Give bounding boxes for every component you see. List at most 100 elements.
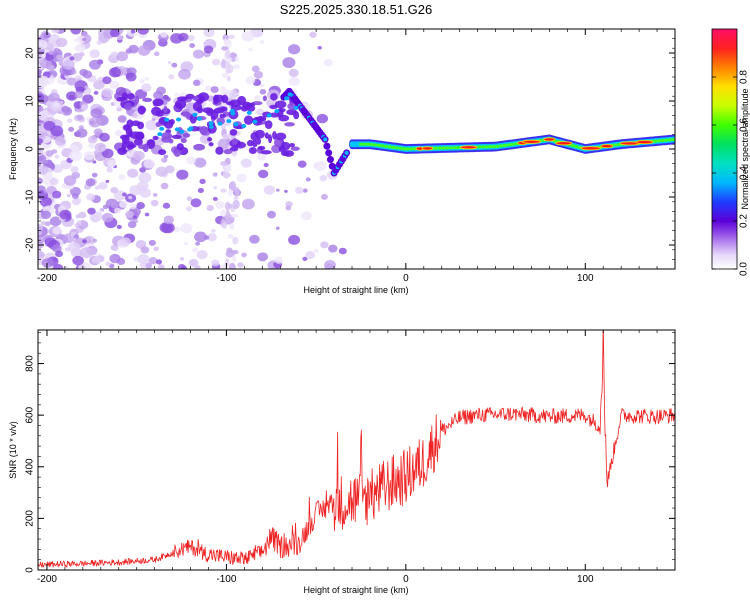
- noise-blob: [85, 178, 96, 187]
- noise-blob: [195, 241, 201, 246]
- noise-blob: [139, 262, 147, 269]
- noise-blob: [120, 237, 131, 247]
- y-tick-label: 400: [25, 458, 36, 475]
- noise-blob: [58, 100, 64, 105]
- noise-blob: [297, 160, 307, 168]
- noise-blob: [220, 161, 228, 166]
- signal-blob: [137, 105, 146, 115]
- noise-blob: [98, 209, 103, 214]
- signal-blob: [234, 141, 246, 149]
- signal-blob: [274, 100, 287, 109]
- signal-blob: [161, 132, 173, 140]
- noise-blob: [102, 204, 109, 210]
- ridge-peak: [481, 145, 486, 149]
- noise-blob: [72, 197, 81, 206]
- noise-blob: [91, 172, 98, 178]
- ridge-peak: [452, 146, 457, 150]
- noise-blob: [38, 77, 47, 89]
- signal-blob: [223, 148, 233, 155]
- noise-blob: [110, 186, 119, 194]
- signal-blob: [215, 146, 224, 155]
- spectrogram-blobs: [38, 29, 347, 269]
- ridge-peak: [391, 145, 396, 149]
- noise-blob: [187, 35, 195, 41]
- ridge-branch-core: [344, 150, 349, 155]
- noise-blob: [87, 207, 96, 215]
- signal-spot: [230, 111, 236, 116]
- noise-blob: [222, 133, 231, 140]
- noise-blob: [61, 105, 70, 113]
- noise-blob: [199, 134, 212, 144]
- noise-blob: [155, 259, 163, 265]
- noise-blob: [93, 79, 105, 90]
- noise-blob: [116, 106, 122, 112]
- noise-blob: [144, 76, 149, 81]
- noise-blob: [55, 37, 68, 48]
- noise-blob: [119, 200, 128, 208]
- noise-blob: [229, 89, 238, 100]
- ridge-peak: [366, 142, 371, 146]
- signal-blob: [137, 144, 150, 150]
- signal-blob: [152, 98, 164, 107]
- signal-blob: [123, 102, 133, 111]
- noise-blob: [225, 210, 231, 220]
- noise-blob: [236, 173, 247, 183]
- ridge-peak: [574, 145, 579, 149]
- noise-blob: [43, 189, 48, 193]
- signal-blob: [168, 138, 174, 144]
- ridge-peak: [358, 142, 363, 146]
- noise-blob: [80, 104, 89, 111]
- signal-blob: [202, 107, 214, 114]
- noise-blob: [300, 211, 312, 221]
- noise-blob: [117, 115, 127, 123]
- noise-blob: [105, 261, 111, 267]
- noise-blob: [125, 72, 137, 82]
- noise-blob: [51, 29, 60, 34]
- snr-y-label: SNR (10 * v/v): [8, 421, 18, 479]
- noise-blob: [294, 186, 304, 194]
- noise-blob: [320, 241, 329, 249]
- noise-blob: [41, 258, 54, 268]
- noise-blob: [75, 43, 86, 53]
- ridge-hotspot: [635, 140, 654, 145]
- noise-blob: [210, 86, 219, 93]
- noise-blob: [69, 150, 83, 161]
- signal-blob: [180, 138, 187, 144]
- colorbar-gradient: [711, 28, 738, 270]
- noise-blob: [282, 57, 296, 69]
- noise-blob: [52, 101, 60, 108]
- ridge-branch: [323, 142, 331, 150]
- noise-blob: [125, 210, 134, 218]
- signal-spot: [266, 113, 272, 118]
- ridge-peak: [667, 138, 672, 142]
- noise-blob: [38, 93, 45, 102]
- noise-blob: [101, 148, 114, 159]
- signal-spot: [157, 132, 163, 137]
- signal-blob: [256, 137, 262, 145]
- y-tick-label: 200: [25, 510, 36, 527]
- ridge-branch-core: [323, 137, 328, 142]
- noise-blob: [180, 223, 193, 234]
- signal-spot: [293, 105, 299, 110]
- noise-blob: [148, 239, 156, 246]
- noise-blob: [71, 193, 79, 200]
- noise-blob: [72, 255, 84, 266]
- noise-blob: [257, 252, 269, 262]
- signal-blob: [257, 145, 266, 151]
- noise-blob: [74, 46, 79, 51]
- signal-blob: [121, 140, 127, 151]
- noise-blob: [59, 209, 72, 220]
- signal-blob: [231, 138, 238, 146]
- noise-blob: [328, 244, 338, 253]
- signal-blob: [142, 97, 153, 103]
- noise-blob: [133, 150, 145, 161]
- signal-blob: [248, 147, 257, 155]
- signal-blob: [162, 94, 169, 100]
- ridge-peak: [488, 145, 493, 149]
- noise-blob: [92, 238, 98, 243]
- noise-blob: [192, 247, 199, 253]
- noise-blob: [116, 35, 123, 41]
- signal-blob: [219, 113, 226, 119]
- noise-blob: [114, 129, 123, 137]
